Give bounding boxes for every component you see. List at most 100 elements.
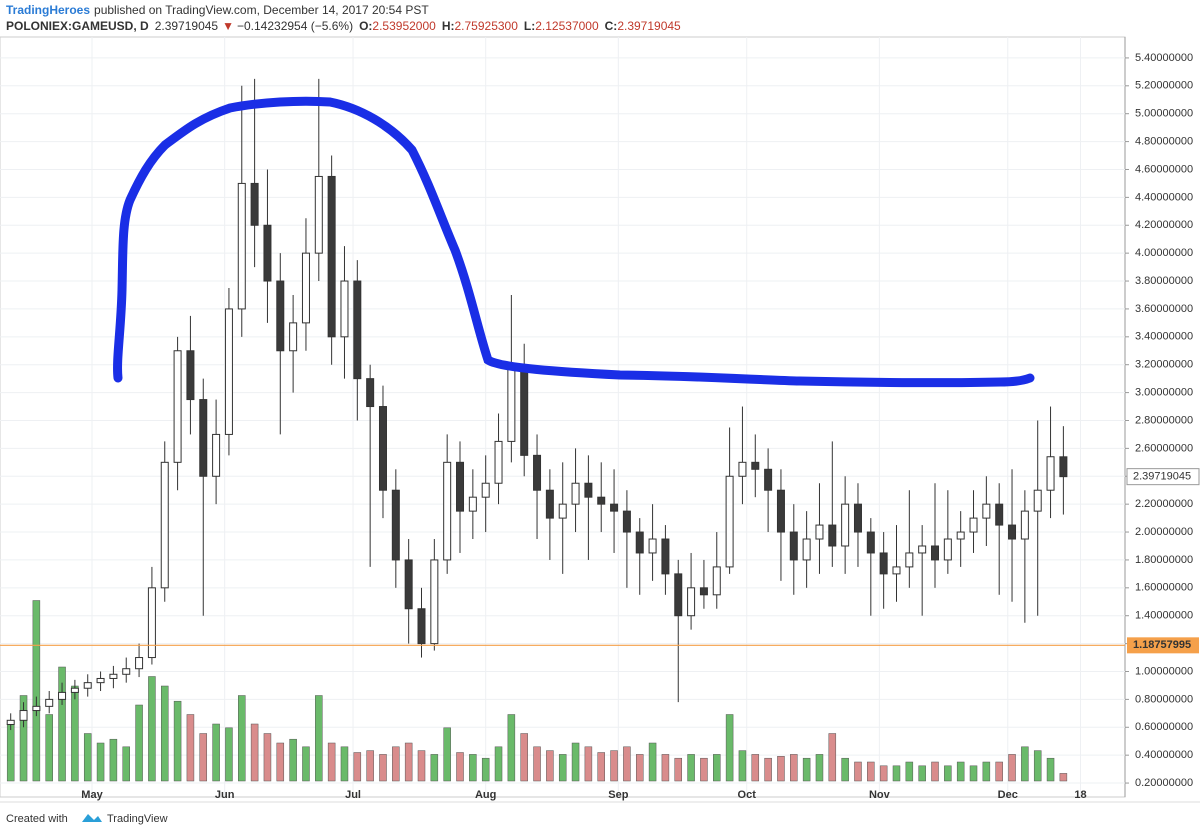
candle-body [135, 657, 144, 670]
volume-bar [83, 733, 92, 782]
candle-body [558, 503, 567, 519]
candle-body [353, 280, 362, 380]
volume-bar [1008, 754, 1016, 782]
x-tick-label: Dec [998, 789, 1018, 801]
candle-body [789, 531, 798, 561]
x-tick-label: Nov [869, 789, 891, 801]
footer-brand[interactable]: TradingView [107, 813, 168, 825]
volume-bar [867, 761, 875, 782]
candle-body [6, 719, 15, 725]
y-tick-label: 0.80000000 [1135, 693, 1193, 705]
volume-bar [238, 695, 246, 782]
candle-body [533, 454, 542, 491]
symbol-line: POLONIEX:GAMEUSD, D 2.39719045 ▼ −0.1423295… [6, 19, 681, 33]
publisher[interactable]: TradingHeroes [6, 3, 90, 17]
ohlc-key: H: [442, 19, 455, 33]
volume-bar [623, 746, 631, 782]
volume-bar [635, 754, 644, 782]
volume-bar [122, 746, 130, 782]
candle-body [841, 503, 850, 547]
ohlc-key: L: [524, 19, 535, 33]
y-tick-label: 2.00000000 [1135, 526, 1193, 538]
volume-bar [289, 738, 297, 782]
volume-bar [494, 746, 503, 782]
candle-body [635, 531, 644, 554]
volume-bar [841, 757, 849, 782]
candle-body [943, 538, 952, 561]
volume-bar [995, 761, 1003, 782]
candle-body [520, 364, 529, 456]
candle-body [687, 587, 696, 617]
ohlc-key: C: [605, 19, 618, 33]
candle-body [83, 682, 92, 689]
y-tick-label: 2.20000000 [1135, 498, 1193, 510]
candle-body [289, 322, 298, 352]
volume-bar [892, 765, 901, 782]
candle-body [263, 224, 272, 282]
y-tick-label: 4.00000000 [1135, 247, 1193, 259]
candle-body [982, 503, 991, 519]
candle-body [571, 482, 580, 505]
x-tick-label: Sep [608, 789, 628, 801]
candle-body [301, 252, 310, 324]
volume-bar [790, 754, 798, 782]
volume-bar [687, 754, 695, 782]
y-tick-label: 4.40000000 [1135, 191, 1193, 203]
candle-body [1008, 524, 1017, 540]
candle-body [19, 710, 28, 721]
candle-body [468, 496, 477, 512]
candle-body [340, 280, 349, 338]
published-text: published on TradingView.com, December 1… [94, 3, 429, 17]
candle-body [378, 406, 387, 491]
volume-bar [764, 757, 772, 782]
volume-bar [199, 733, 208, 782]
candle-body [494, 440, 503, 484]
volume-bar [456, 752, 464, 782]
candle-body [1046, 456, 1055, 491]
volume-bar [661, 754, 670, 782]
candle-body [224, 308, 233, 435]
x-tick-label: May [81, 789, 103, 801]
volume-bar [173, 700, 182, 782]
x-tick-label: Aug [475, 789, 496, 801]
candle-body [764, 468, 773, 491]
candle-body [327, 175, 336, 338]
candle-body [1033, 489, 1042, 512]
candle-body [250, 182, 259, 226]
candle-body [879, 552, 888, 575]
candle-body [610, 503, 619, 512]
volume-bar [6, 723, 15, 782]
candle-body [674, 573, 683, 617]
volume-bar [135, 704, 143, 782]
volume-bar [404, 742, 413, 782]
volume-bar [45, 714, 53, 782]
ohlc-key: O: [359, 19, 372, 33]
candle-body [956, 531, 965, 540]
volume-bar [276, 742, 285, 782]
candle-body [905, 552, 914, 568]
volume-bar [777, 756, 785, 782]
volume-bar [353, 752, 362, 782]
volume-bar [96, 742, 105, 782]
candle-body [776, 489, 785, 533]
volume-bar [109, 738, 118, 782]
volume-bar [392, 746, 400, 782]
y-tick-label: 4.20000000 [1135, 219, 1193, 231]
volume-bar [751, 754, 760, 782]
down-arrow: ▼ [222, 19, 234, 33]
candle-body [32, 705, 41, 712]
candle-body [160, 461, 169, 589]
y-tick-label: 1.40000000 [1135, 610, 1193, 622]
ohlc-value: 2.75925300 [455, 19, 519, 33]
candle-body [1020, 510, 1029, 540]
ohlc-value: 2.53952000 [372, 19, 436, 33]
volume-bar [469, 754, 477, 782]
candle-body [109, 673, 118, 679]
y-tick-label: 5.40000000 [1135, 52, 1193, 64]
candle-body [1059, 456, 1068, 478]
x-tick-label: Oct [738, 789, 757, 801]
y-tick-label: 1.00000000 [1135, 665, 1193, 677]
candle-body [622, 510, 631, 533]
candle-body [186, 350, 195, 401]
